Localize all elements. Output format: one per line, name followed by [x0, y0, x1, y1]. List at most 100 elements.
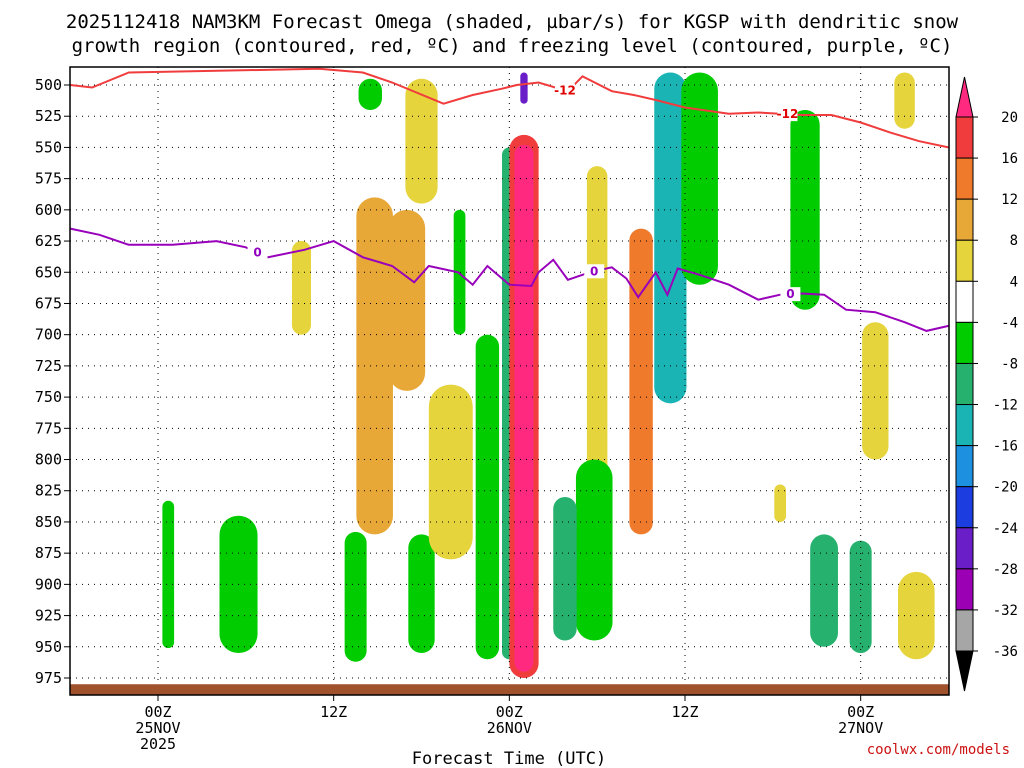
x-tick-label-2-1: 26NOV [487, 719, 532, 737]
colorbar-label-13: -36 [993, 644, 1018, 660]
x-tick-label-1-0: 12Z [320, 703, 347, 721]
omega-region-18 [388, 209, 426, 391]
y-tick-label-750: 750 [35, 388, 62, 406]
freezing-contour-label-1-bg [584, 264, 605, 279]
freezing-contour-label-2: 0 [786, 287, 794, 301]
dgz-contour-label-0-bg [554, 83, 575, 98]
dgz-contour-line [70, 67, 949, 149]
omega-region-19 [428, 384, 473, 560]
colorbar-label-10: -24 [993, 521, 1018, 537]
omega-region-27 [849, 540, 872, 654]
colorbar-segment-14 [955, 650, 974, 692]
y-tick-label-700: 700 [35, 326, 62, 344]
y-tick-label-650: 650 [35, 263, 62, 281]
y-tick-label-575: 575 [35, 170, 62, 188]
ground-surface [70, 684, 949, 695]
omega-region-26 [810, 534, 838, 647]
colorbar-label-11: -28 [993, 562, 1018, 578]
omega-region-29 [774, 484, 787, 522]
colorbar-label-6: -8 [1001, 356, 1018, 372]
colorbar-label-9: -20 [993, 480, 1018, 496]
colorbar-segment-12 [955, 568, 974, 611]
colorbar-label-8: -16 [993, 439, 1018, 455]
omega-region-0 [162, 500, 175, 649]
y-tick-label-625: 625 [35, 232, 62, 250]
omega-region-14 [575, 459, 613, 641]
colorbar-segment-6 [955, 321, 974, 364]
y-tick-label-875: 875 [35, 544, 62, 562]
omega-region-3 [408, 534, 435, 654]
dgz-contour-label-1-bg [777, 107, 798, 122]
omega-region-25 [862, 322, 889, 460]
credit-text[interactable]: coolwx.com/models [867, 742, 1010, 758]
colorbar-label-3: 8 [1010, 233, 1018, 249]
freezing-contour-label-1: 0 [590, 264, 598, 278]
freezing-contour-label-0-bg [247, 245, 268, 260]
dgz-contour-label-1: -12 [777, 107, 799, 121]
omega-region-8 [514, 144, 534, 672]
colorbar-label-0: 20 [1001, 110, 1018, 126]
plot-area: -12 -12 0 0 0 [69, 66, 950, 696]
omega-region-13 [681, 72, 718, 285]
omega-region-5 [475, 334, 500, 660]
omega-region-9 [520, 72, 528, 104]
dgz-contour-label-0: -12 [554, 83, 576, 97]
x-tick-label-0-2: 2025 [140, 735, 176, 753]
colorbar-segment-3 [955, 198, 974, 241]
x-tick-label-0-0: 00Z [144, 703, 171, 721]
y-tick-label-925: 925 [35, 607, 62, 625]
y-tick-label-975: 975 [35, 669, 62, 687]
colorbar-segment-7 [955, 362, 974, 406]
y-tick-label-850: 850 [35, 513, 62, 531]
x-tick-label-3-0: 12Z [671, 703, 698, 721]
x-axis-title: Forecast Time (UTC) [412, 749, 606, 768]
colorbar-label-1: 16 [1001, 151, 1018, 167]
y-tick-label-775: 775 [35, 419, 62, 437]
colorbar-label-4: 4 [1010, 274, 1018, 290]
colorbar-label-2: 12 [1001, 192, 1018, 208]
colorbar-segment-0 [955, 76, 974, 118]
colorbar-segment-11 [955, 527, 974, 570]
colorbar-label-5: -4 [1001, 315, 1018, 331]
x-tick-label-0-1: 25NOV [135, 719, 180, 737]
omega-region-16 [291, 241, 311, 335]
y-tick-label-600: 600 [35, 201, 62, 219]
omega-region-2 [344, 531, 367, 662]
y-axis-pressure: 500 525 550 575 600 625 650 675 700 725 750 775 800 8… [35, 76, 70, 687]
y-tick-label-800: 800 [35, 451, 62, 469]
y-tick-label-725: 725 [35, 357, 62, 375]
colorbar-label-7: -12 [993, 398, 1018, 414]
contour-lines: -12 -12 0 0 0 [70, 67, 949, 332]
y-tick-label-550: 550 [35, 138, 62, 156]
colorbar-segment-9 [955, 445, 974, 488]
freezing-contour-label-2-bg [780, 287, 801, 302]
colorbar: 20 16 12 8 4 -4 -8 -12 -16 -20 -24 -28 -32 -36 [955, 76, 1018, 692]
colorbar-segment-2 [955, 157, 974, 200]
omega-region-21 [405, 78, 438, 204]
omega-region-23 [790, 109, 820, 310]
x-tick-label-2-0: 00Z [496, 703, 523, 721]
colorbar-segment-5 [955, 280, 974, 323]
x-tick-label-4-1: 27NOV [838, 719, 883, 737]
y-tick-label-675: 675 [35, 294, 62, 312]
omega-region-12 [654, 72, 687, 404]
colorbar-segment-8 [955, 404, 974, 447]
x-tick-label-4-0: 00Z [847, 703, 874, 721]
colorbar-segment-4 [955, 239, 974, 282]
colorbar-segment-1 [955, 116, 974, 159]
omega-region-24 [894, 72, 915, 129]
omega-region-11 [629, 228, 653, 535]
y-tick-label-900: 900 [35, 575, 62, 593]
colorbar-segment-10 [955, 486, 974, 529]
omega-shading [162, 72, 935, 679]
y-tick-label-950: 950 [35, 638, 62, 656]
omega-region-15 [553, 496, 577, 641]
omega-region-20 [358, 78, 382, 110]
chart-title-line-2: growth region (contoured, red, ºC) and f… [72, 35, 953, 57]
colorbar-segment-13 [955, 609, 974, 652]
y-tick-label-500: 500 [35, 76, 62, 94]
ground-fill [70, 684, 949, 695]
y-tick-label-525: 525 [35, 107, 62, 125]
